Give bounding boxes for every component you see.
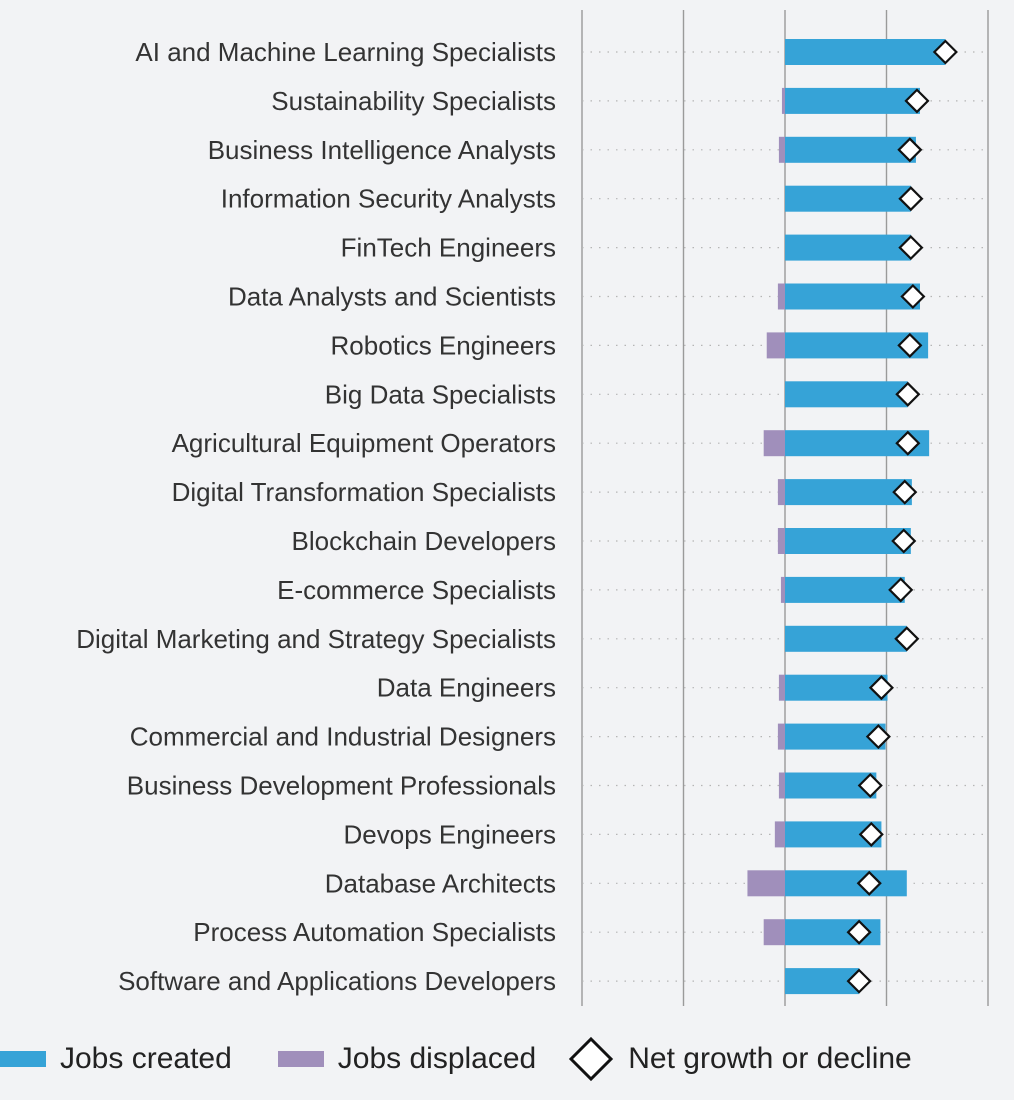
marker-net-growth-information-security-analysts [898, 186, 924, 212]
marker-net-growth-data-analysts-and-scientists [900, 283, 926, 310]
legend-item-net-growth: Net growth or decline [568, 1036, 912, 1082]
bar-jobs-created-blockchain-developers [785, 528, 911, 554]
legend-item-jobs-displaced: Jobs displaced [277, 1042, 537, 1076]
bar-jobs-displaced-robotics-engineers [766, 332, 785, 359]
category-label-robotics-engineers: Robotics Engineers [331, 330, 556, 360]
bar-jobs-created-big-data-specialists [785, 381, 908, 408]
marker-net-growth-commercial-and-industrial-designers [865, 724, 891, 750]
legend-label-jobs-displaced: Jobs displaced [337, 1042, 537, 1075]
category-label-agricultural-equipment-operators: Agricultural Equipment Operators [172, 428, 556, 458]
category-label-fintech-engineers: FinTech Engineers [341, 233, 556, 263]
bar-jobs-displaced-data-engineers [778, 674, 785, 701]
bar-jobs-created-database-architects [785, 870, 907, 897]
marker-net-growth-devops-engineers [858, 821, 884, 847]
grid-layer [581, 10, 989, 1006]
category-label-software-and-applications-developers: Software and Applications Developers [118, 966, 556, 996]
bar-jobs-created-sustainability-specialists [785, 87, 920, 114]
bar-jobs-displaced-devops-engineers [774, 821, 785, 848]
marker-net-growth-digital-marketing-and-strategy-specialists [894, 626, 920, 652]
bar-jobs-created-fintech-engineers [785, 234, 911, 261]
category-label-big-data-specialists: Big Data Specialists [325, 379, 556, 409]
jobs-created-swatch [0, 1051, 46, 1067]
jobs-displaced-swatch [277, 1051, 324, 1067]
category-labels: AI and Machine Learning Specialists Susta… [76, 37, 556, 996]
category-label-commercial-and-industrial-designers: Commercial and Industrial Designers [130, 722, 556, 752]
chart-area: AI and Machine Learning Specialists Susta… [76, 10, 989, 1006]
bar-jobs-displaced-database-architects [747, 870, 785, 897]
bar-jobs-displaced-process-automation-specialists [763, 919, 785, 946]
marker-net-growth-business-intelligence-analysts [897, 137, 923, 163]
bars-layer [747, 39, 946, 995]
horizontal-bar-chart: AI and Machine Learning Specialists Susta… [76, 10, 989, 1006]
category-label-e-commerce-specialists: E-commerce Specialists [277, 575, 556, 605]
category-label-database-architects: Database Architects [325, 868, 556, 898]
marker-net-growth-big-data-specialists [895, 381, 921, 407]
bar-jobs-displaced-business-intelligence-analysts [778, 136, 785, 163]
marker-net-growth-e-commerce-specialists [888, 577, 914, 603]
bar-jobs-displaced-blockchain-developers [777, 528, 785, 554]
marker-net-growth-data-engineers [868, 675, 894, 701]
bar-jobs-displaced-commercial-and-industrial-designers [777, 723, 785, 750]
marker-net-growth-blockchain-developers [891, 528, 917, 554]
bar-jobs-displaced-data-analysts-and-scientists [777, 283, 785, 310]
marker-net-growth-process-automation-specialists [846, 919, 872, 945]
marker-net-growth-digital-transformation-specialists [892, 479, 918, 505]
marker-net-growth-agricultural-equipment-operators [895, 430, 921, 456]
category-label-ai-and-machine-learning-specialists: AI and Machine Learning Specialists [135, 37, 556, 67]
bar-jobs-created-data-analysts-and-scientists [785, 283, 920, 310]
bar-jobs-created-digital-transformation-specialists [785, 479, 912, 506]
bar-jobs-displaced-sustainability-specialists [781, 87, 785, 114]
category-label-business-intelligence-analysts: Business Intelligence Analysts [208, 135, 556, 165]
bar-jobs-displaced-e-commerce-specialists [780, 576, 785, 603]
marker-net-growth-ai-and-machine-learning-specialists [932, 39, 958, 65]
category-label-digital-marketing-and-strategy-specialists: Digital Marketing and Strategy Specialis… [76, 624, 556, 654]
bar-jobs-displaced-business-development-professionals [778, 772, 785, 799]
category-label-data-engineers: Data Engineers [377, 673, 556, 703]
category-label-blockchain-developers: Blockchain Developers [292, 526, 556, 556]
category-label-digital-transformation-specialists: Digital Transformation Specialists [172, 477, 556, 507]
bar-jobs-created-e-commerce-specialists [785, 576, 905, 603]
marker-net-growth-database-architects [856, 870, 882, 896]
marker-net-growth-fintech-engineers [898, 235, 924, 261]
bar-jobs-displaced-digital-transformation-specialists [777, 479, 785, 506]
marker-net-growth-business-development-professionals [857, 772, 883, 799]
marker-net-growth-sustainability-specialists [904, 88, 930, 114]
marker-net-growth-robotics-engineers [897, 332, 923, 358]
marker-net-growth-software-and-applications-developers [846, 968, 872, 994]
bar-jobs-displaced-agricultural-equipment-operators [763, 430, 785, 457]
net-markers [846, 39, 958, 994]
category-label-business-development-professionals: Business Development Professionals [127, 771, 556, 801]
bar-jobs-created-information-security-analysts [785, 185, 911, 212]
bar-jobs-created-digital-marketing-and-strategy-specialists [785, 625, 907, 652]
bar-jobs-created-business-intelligence-analysts [785, 136, 916, 163]
legend-label-jobs-created: Jobs created [60, 1042, 232, 1075]
category-label-devops-engineers: Devops Engineers [344, 819, 556, 849]
legend-item-jobs-created: Jobs created [0, 1042, 232, 1076]
legend-label-net-growth: Net growth or decline [628, 1042, 912, 1075]
bar-jobs-created-ai-and-machine-learning-specialists [785, 39, 946, 65]
diamond-icon [569, 1036, 614, 1082]
category-label-sustainability-specialists: Sustainability Specialists [271, 86, 556, 116]
category-label-process-automation-specialists: Process Automation Specialists [193, 917, 556, 947]
legend: Jobs created Jobs displaced Net growth o… [0, 1034, 1014, 1084]
category-label-data-analysts-and-scientists: Data Analysts and Scientists [228, 282, 556, 312]
category-label-information-security-analysts: Information Security Analysts [221, 184, 556, 214]
